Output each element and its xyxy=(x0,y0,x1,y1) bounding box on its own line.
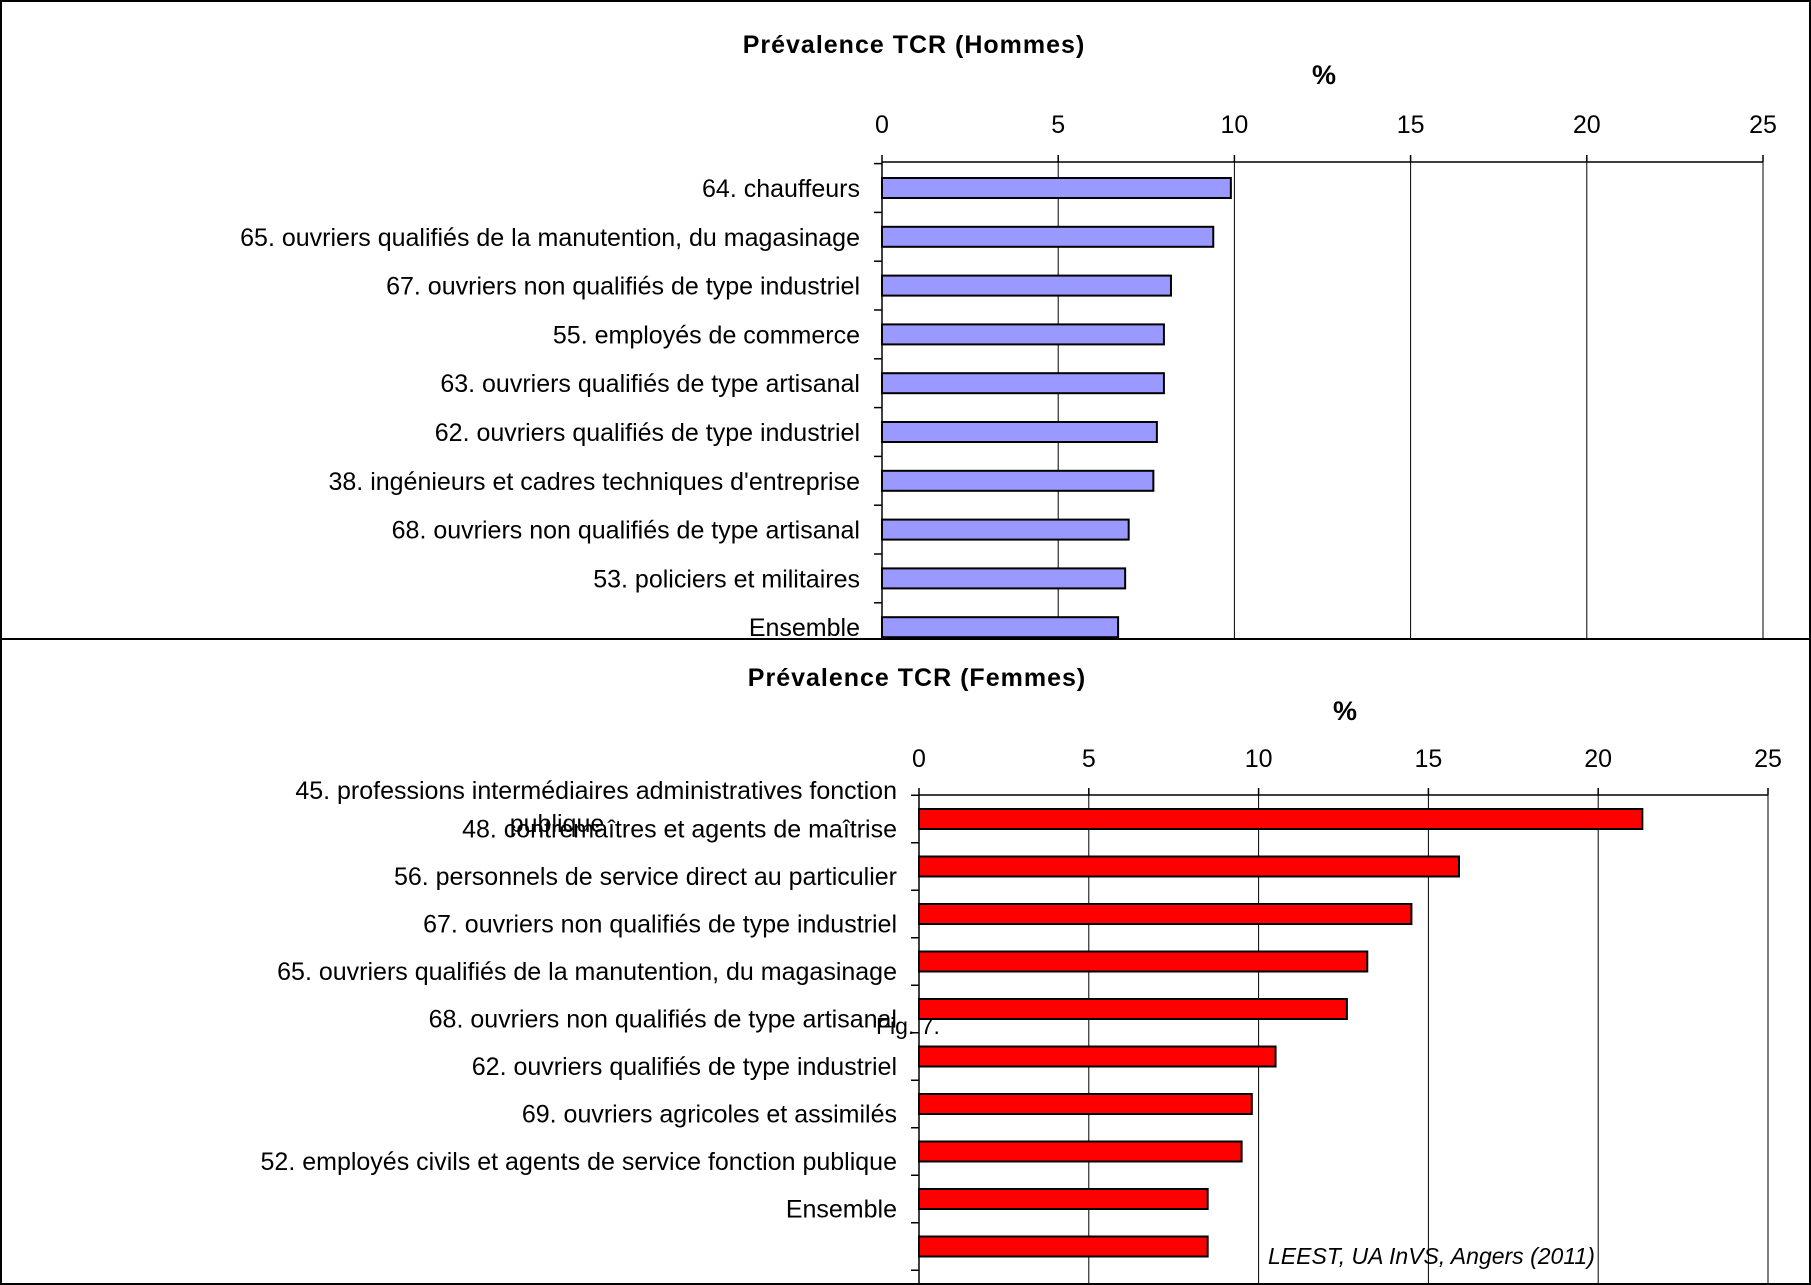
category-label: 68. ouvriers non qualifiés de type artis… xyxy=(429,1006,897,1034)
category-label: 55. employés de commerce xyxy=(553,321,860,349)
chart-panel-women: 0 5 10 15 20 25 45. professions intermédiaires… xyxy=(0,638,1811,1285)
chart-men: 0 5 10 15 20 25 64. chauffeurs 65. ouvriers qua… xyxy=(240,31,1777,640)
x-tick-label: 0 xyxy=(912,745,926,773)
category-label: 67. ouvriers non qualifiés de type indus… xyxy=(386,273,860,301)
x-axis-unit: % xyxy=(1333,696,1357,726)
chart-title: Prévalence TCR (Femmes) xyxy=(748,664,1086,692)
bar xyxy=(918,1140,1243,1163)
category-label: 53. policiers et militaires xyxy=(593,565,860,593)
bar xyxy=(881,518,1130,541)
bar xyxy=(918,1045,1277,1068)
category-label: Ensemble xyxy=(749,614,860,640)
category-label: Ensemble xyxy=(786,1196,897,1224)
bar xyxy=(918,855,1460,878)
bar xyxy=(918,1093,1253,1115)
x-tick-label: 10 xyxy=(1245,745,1273,773)
category-label: 38. ingénieurs et cadres techniques d'en… xyxy=(329,468,861,496)
x-tick-label: 20 xyxy=(1573,111,1601,139)
bar xyxy=(881,616,1120,638)
x-tick-label: 15 xyxy=(1414,745,1442,773)
bar xyxy=(918,950,1369,973)
x-tick-label: 25 xyxy=(1754,745,1782,773)
category-label: 62. ouvriers qualifiés de type industrie… xyxy=(472,1053,897,1081)
x-tick-label: 5 xyxy=(1082,745,1096,773)
category-label: 65. ouvriers qualifiés de la manutention… xyxy=(277,958,897,986)
x-tick-label: 25 xyxy=(1749,111,1777,139)
chart-women: 0 5 10 15 20 25 45. professions intermédiaires… xyxy=(261,664,1782,1283)
bar xyxy=(918,998,1348,1020)
category-label: 69. ouvriers agricoles et assimilés xyxy=(522,1101,897,1129)
bar xyxy=(881,177,1232,199)
bar xyxy=(918,1235,1209,1258)
figure-label: Fig. 7. xyxy=(876,1013,940,1039)
bar xyxy=(881,225,1215,248)
chart-title: Prévalence TCR (Hommes) xyxy=(743,31,1086,59)
category-label: 45. professions intermédiaires administr… xyxy=(295,777,897,805)
category-label: 52. employés civils et agents de service… xyxy=(261,1148,897,1176)
x-tick-label: 20 xyxy=(1584,745,1612,773)
category-label: 65. ouvriers qualifiés de la manutention… xyxy=(240,224,860,252)
bar xyxy=(881,469,1155,492)
source-note: LEEST, UA InVS, Angers (2011) xyxy=(1268,1243,1595,1269)
category-label: 64. chauffeurs xyxy=(702,175,860,203)
category-label: publique xyxy=(510,810,605,838)
x-tick-label: 10 xyxy=(1220,111,1248,139)
category-label: 62. ouvriers qualifiés de type industrie… xyxy=(435,419,860,447)
bar xyxy=(881,372,1165,395)
bar xyxy=(881,323,1165,346)
bar xyxy=(918,1188,1209,1210)
bar xyxy=(918,808,1644,830)
chart-panel-men: 0 5 10 15 20 25 64. chauffeurs 65. ouvriers qua… xyxy=(0,0,1811,640)
x-tick-label: 0 xyxy=(875,111,889,139)
bar xyxy=(881,274,1172,297)
category-label: 63. ouvriers qualifiés de type artisanal xyxy=(440,370,860,398)
x-axis-unit: % xyxy=(1312,60,1336,90)
x-tick-label: 5 xyxy=(1051,111,1065,139)
category-label: 68. ouvriers non qualifiés de type artis… xyxy=(392,517,860,545)
category-label: 56. personnels de service direct au part… xyxy=(394,863,897,891)
x-tick-label: 15 xyxy=(1397,111,1425,139)
bar xyxy=(881,567,1127,590)
category-label: 48. contremaîtres et agents de maîtrise xyxy=(462,816,897,844)
bar xyxy=(918,903,1413,925)
category-label: 67. ouvriers non qualifiés de type indus… xyxy=(423,911,897,939)
bar xyxy=(881,421,1158,443)
